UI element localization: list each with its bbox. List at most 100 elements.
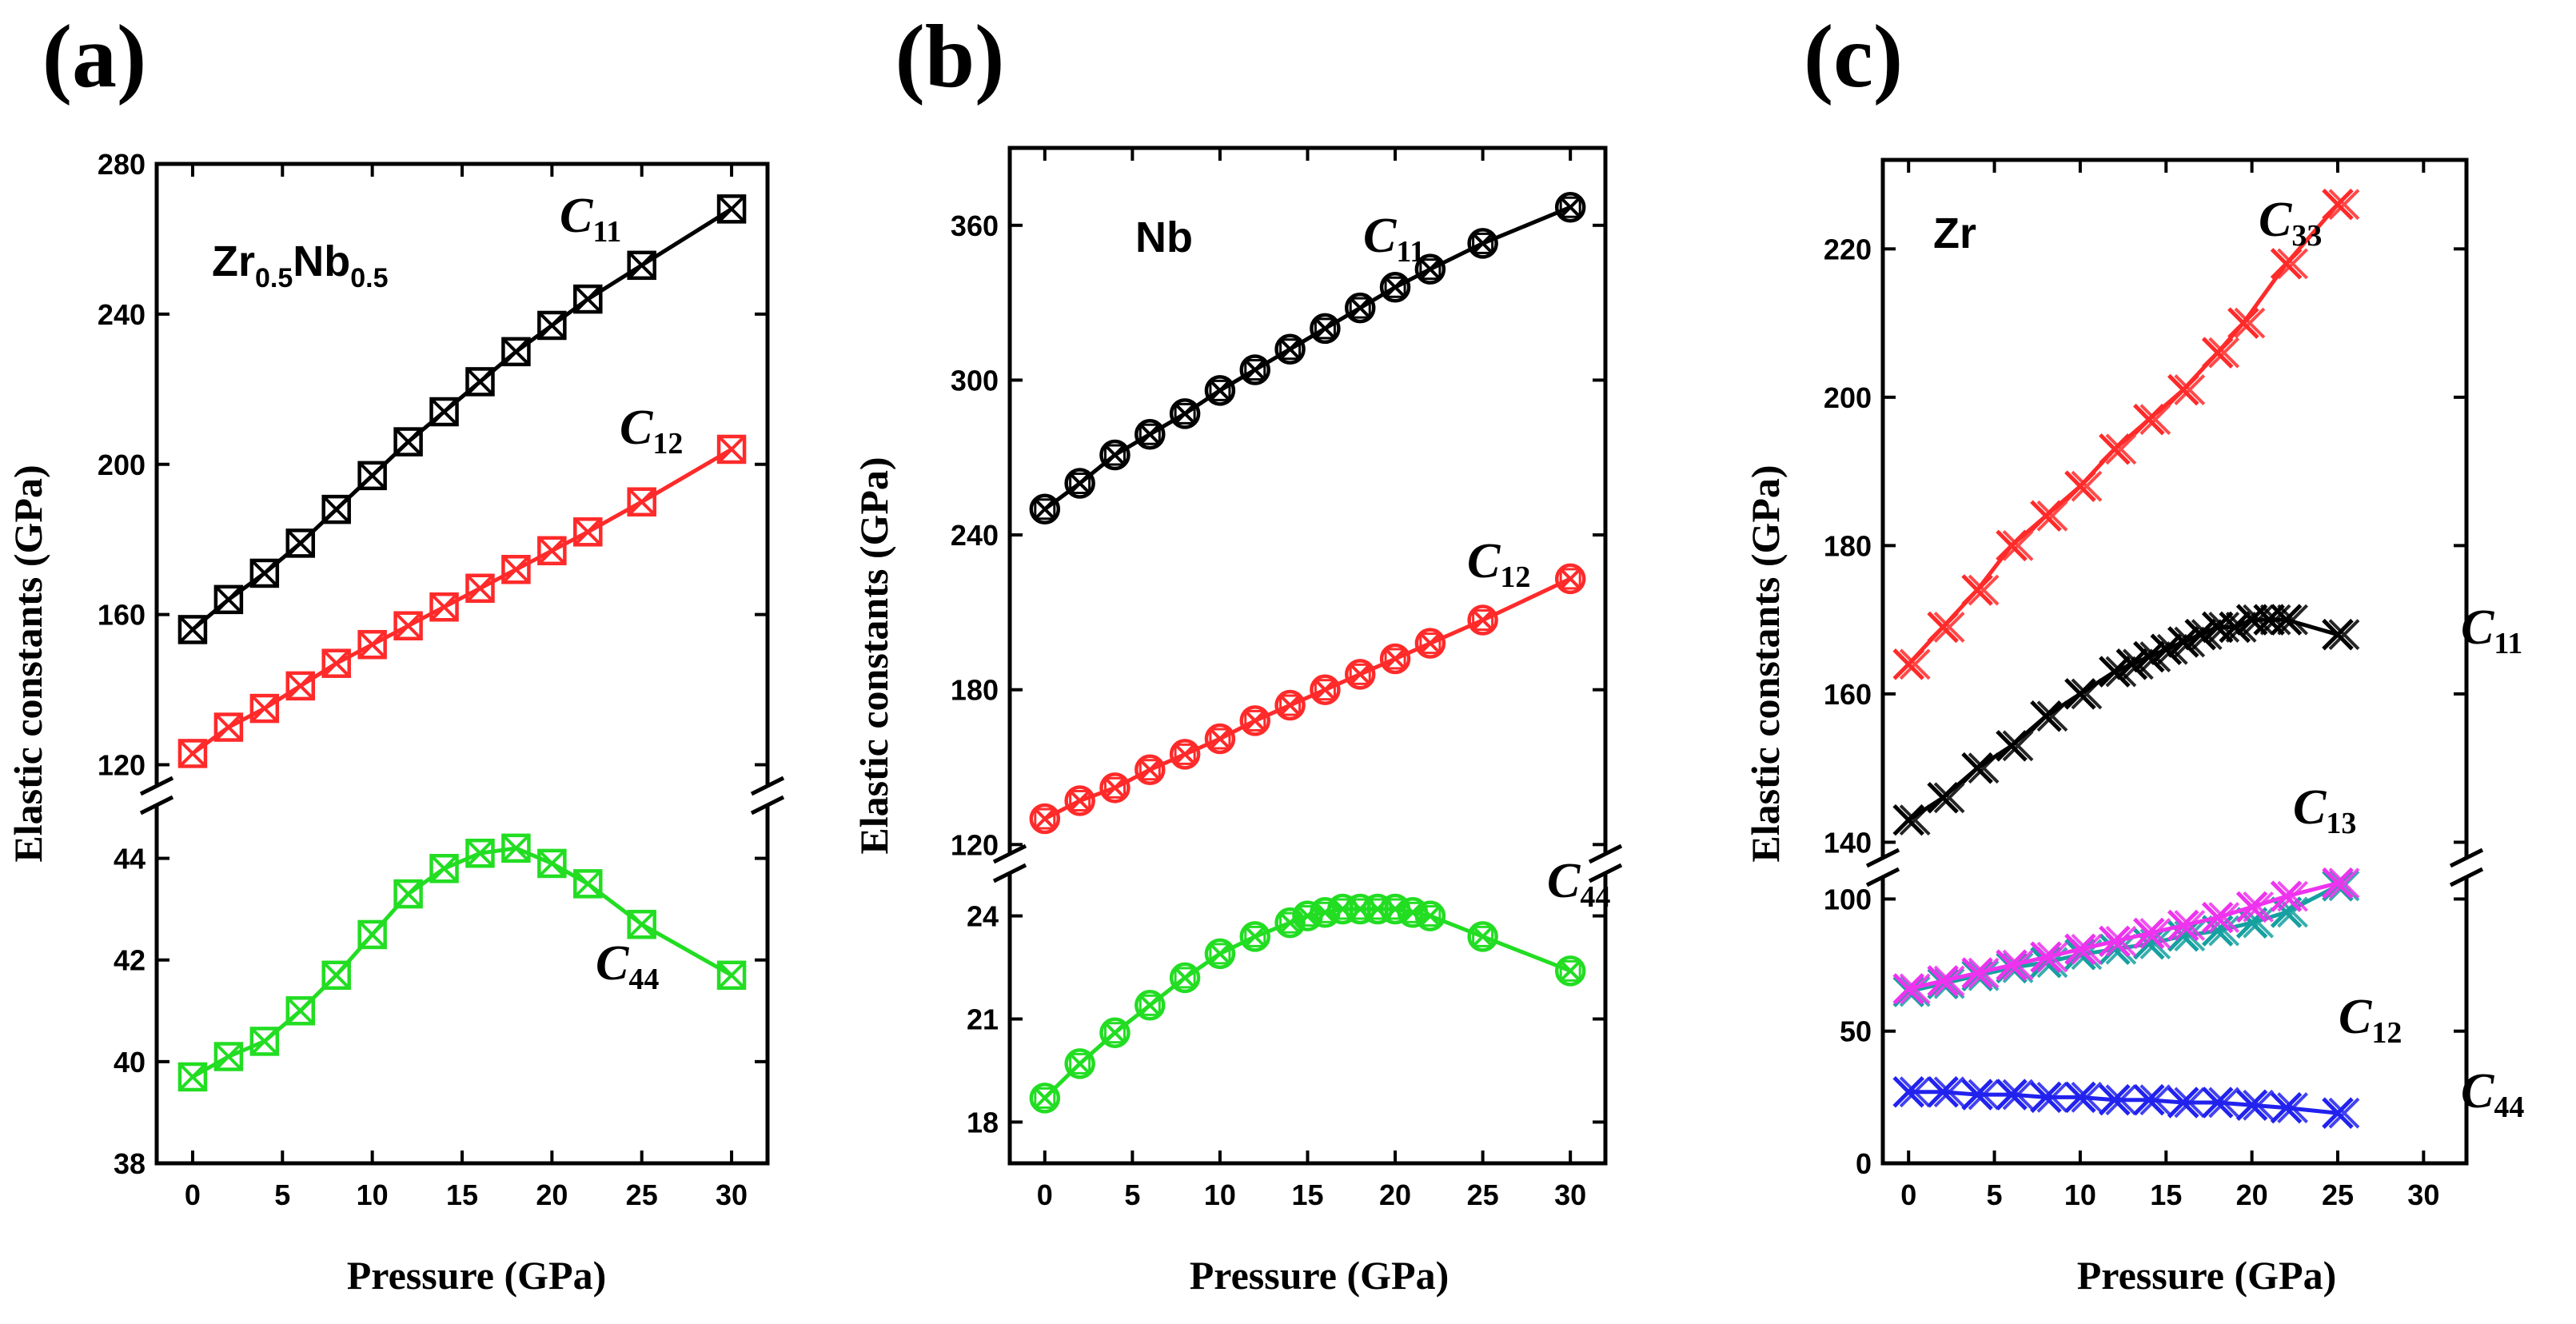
data-point-C12: [627, 487, 656, 516]
x-tick-label: 20: [2236, 1178, 2268, 1211]
y-tick-label: 200: [98, 449, 146, 481]
data-point-C11: [2322, 618, 2360, 651]
data-point-C11: [177, 615, 208, 644]
series-C12: [1029, 563, 1586, 835]
y-tick-label: 120: [98, 749, 146, 782]
data-point-C33: [2133, 403, 2171, 436]
x-tick-label: 25: [2322, 1178, 2354, 1211]
data-point-C44: [1467, 921, 1498, 952]
data-point-C11: [1961, 752, 2000, 784]
y-axis-title: Elastic constants (GPa): [1743, 465, 1788, 862]
series-line-C11: [1907, 617, 2339, 822]
data-point-C12: [1274, 689, 1306, 721]
y-tick-label: 0: [1856, 1147, 1872, 1180]
data-point-C13: [2133, 917, 2171, 950]
data-point-C33: [2099, 433, 2137, 465]
data-point-C44: [1927, 1075, 1965, 1108]
y-axis-title: Elastic constants (GPa): [851, 457, 896, 854]
data-point-C11: [1099, 439, 1130, 471]
series-line-C12: [1043, 576, 1572, 821]
data-point-C11: [1274, 333, 1306, 365]
data-point-C12: [393, 611, 423, 640]
data-point-C12: [1310, 674, 1341, 705]
data-point-C13: [1927, 965, 1965, 997]
data-point-C44: [716, 960, 747, 991]
series-C11: [177, 194, 747, 644]
data-point-C11: [1344, 292, 1376, 324]
data-point-C12: [429, 592, 459, 622]
data-point-C12: [1467, 604, 1498, 636]
x-axis-title: Pressure (GPa): [2077, 1253, 2336, 1298]
data-point-C13: [2167, 909, 2206, 942]
x-tick-label: 5: [1987, 1178, 2003, 1211]
x-tick-label: 15: [2150, 1178, 2182, 1211]
data-point-C11: [501, 337, 531, 367]
x-tick-label: 25: [626, 1178, 658, 1211]
series-label-C12: C12: [1467, 534, 1530, 594]
panel-c: (c) 0 5 10 15 20 25 30 140 160 180 200 220 0 50 100 Pres…: [1743, 7, 2524, 1298]
y-tick-label: 42: [114, 944, 146, 977]
data-point-C13: [1892, 973, 1931, 1005]
material-label: Zr: [1933, 209, 1976, 257]
panel-letter: (a): [42, 7, 147, 106]
x-axis-title: Pressure (GPa): [1190, 1253, 1449, 1298]
data-point-C44: [2030, 1081, 2068, 1114]
data-point-C33: [1996, 529, 2034, 562]
data-point-C12: [465, 573, 495, 604]
data-point-C13: [2322, 867, 2360, 899]
x-tick-label: 10: [1204, 1178, 1236, 1211]
data-point-C12: [177, 739, 208, 768]
data-point-C12: [1064, 785, 1095, 816]
axis-break-icon: [139, 776, 785, 816]
y-tick-label: 24: [967, 900, 999, 933]
y-tick-label: 180: [951, 674, 999, 707]
data-point-C44: [357, 919, 387, 950]
data-point-C11: [1892, 804, 1931, 836]
x-tick-label: 0: [1037, 1178, 1053, 1211]
data-point-C12: [1134, 754, 1166, 785]
data-point-C11: [1467, 228, 1498, 259]
plot-frame: [154, 162, 770, 1166]
data-point-C11: [1169, 398, 1201, 429]
series-line-C11: [1043, 205, 1572, 511]
data-point-C44: [573, 869, 603, 899]
y-tick-label: 38: [114, 1147, 146, 1180]
panel-b: (b) 0 5 10 15 20 25 30 120 180 240 300 360 18 21 24 Pres…: [851, 7, 1623, 1298]
series-label-C33: C33: [2259, 193, 2322, 253]
axis-break-icon: [1865, 847, 2484, 887]
data-point-C13: [1961, 957, 2000, 989]
data-point-C11: [2064, 678, 2103, 710]
data-point-C33: [1927, 611, 1965, 644]
series-C44: [1892, 1075, 2360, 1129]
data-point-C11: [537, 310, 567, 341]
data-point-C12: [213, 712, 244, 742]
data-point-C11: [1204, 375, 1236, 406]
data-point-C33: [1961, 574, 2000, 606]
y-tick-label: 160: [1824, 678, 1872, 711]
panel-a: (a) 0 5 10 15 20 25 30 120 160 200 240 280 38 40 42 44 Pr…: [6, 7, 785, 1298]
series-C11: [1029, 191, 1586, 525]
material-label: Nb: [1135, 213, 1193, 261]
data-point-C44: [429, 854, 459, 883]
data-point-C44: [1961, 1079, 2000, 1111]
y-tick-label: 240: [951, 519, 999, 552]
series-label-C12: C12: [620, 401, 683, 461]
data-point-C44: [1554, 955, 1586, 987]
data-point-C33: [2227, 307, 2266, 339]
data-point-C33: [2270, 248, 2308, 280]
data-point-C44: [321, 960, 351, 991]
data-point-C12: [573, 517, 603, 547]
y-tick-label: 220: [1824, 233, 1872, 265]
x-tick-label: 0: [185, 1178, 201, 1211]
y-axis-title: Elastic constants (GPa): [6, 465, 50, 862]
data-point-C11: [573, 284, 603, 314]
data-point-C44: [2099, 1083, 2137, 1116]
data-point-C44: [213, 1042, 244, 1071]
y-tick-label: 140: [1824, 826, 1872, 859]
series-C33: [1892, 188, 2360, 680]
data-point-C44: [249, 1027, 280, 1056]
x-tick-label: 20: [1379, 1178, 1411, 1211]
data-point-C11: [429, 397, 459, 427]
plot-frame: [1007, 146, 1608, 1166]
series-label-C12: C12: [2339, 990, 2402, 1050]
